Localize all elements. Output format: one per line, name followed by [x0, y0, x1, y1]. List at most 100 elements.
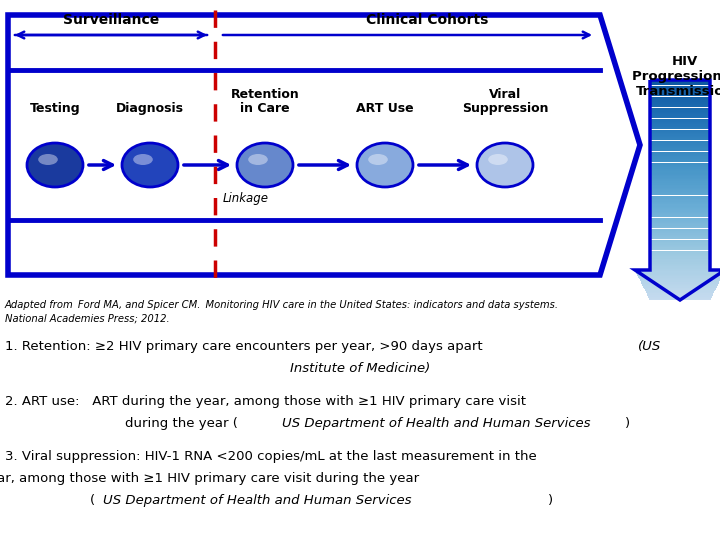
Bar	[650, 82, 710, 83]
Bar	[650, 156, 710, 157]
Bar	[650, 252, 710, 253]
Bar	[650, 99, 710, 100]
Bar	[650, 124, 710, 125]
Bar	[650, 129, 710, 130]
Bar	[650, 188, 710, 189]
Text: National Academies Press; 2012.: National Academies Press; 2012.	[5, 314, 170, 324]
Bar	[650, 203, 710, 204]
Ellipse shape	[237, 143, 293, 187]
Bar	[650, 230, 710, 231]
Bar	[650, 255, 710, 256]
Bar	[650, 147, 710, 148]
Bar	[650, 109, 710, 110]
Bar	[650, 102, 710, 103]
Bar	[650, 197, 710, 198]
Text: US Department of Health and Human Services: US Department of Health and Human Servic…	[103, 494, 412, 507]
Bar	[650, 159, 710, 160]
Bar	[650, 202, 710, 203]
Bar	[650, 191, 710, 192]
Bar	[650, 253, 710, 254]
Text: Clinical Cohorts: Clinical Cohorts	[366, 13, 489, 27]
Bar	[650, 93, 710, 94]
Bar	[650, 100, 710, 101]
Ellipse shape	[488, 154, 508, 165]
Bar	[650, 232, 710, 233]
Bar	[650, 143, 710, 144]
Bar	[650, 240, 710, 241]
Bar	[650, 152, 710, 153]
Bar	[650, 181, 710, 183]
Text: (US: (US	[638, 340, 661, 353]
Bar	[640, 280, 720, 281]
Text: Testing: Testing	[30, 102, 81, 115]
Bar	[650, 214, 710, 215]
Bar	[650, 90, 710, 91]
Bar	[650, 236, 710, 237]
Bar	[650, 174, 710, 176]
Bar	[650, 146, 710, 147]
Text: Retention
in Care: Retention in Care	[230, 88, 300, 115]
Bar	[650, 237, 710, 238]
Bar	[650, 111, 710, 112]
Bar	[650, 269, 710, 271]
Text: Adapted from  Ford MA, and Spicer CM.  Monitoring HIV care in the United States:: Adapted from Ford MA, and Spicer CM. Mon…	[5, 300, 559, 310]
Bar	[650, 198, 710, 199]
Bar	[650, 145, 710, 146]
Bar	[650, 193, 710, 194]
Text: ART Use: ART Use	[356, 102, 414, 115]
Ellipse shape	[477, 143, 533, 187]
Bar	[650, 178, 710, 179]
Ellipse shape	[368, 154, 388, 165]
Bar	[637, 275, 720, 276]
Bar	[650, 219, 710, 220]
Bar	[650, 134, 710, 135]
Bar	[650, 187, 710, 188]
Bar	[650, 207, 710, 208]
Bar	[650, 86, 710, 87]
Bar	[650, 144, 710, 145]
Bar	[650, 165, 710, 166]
Bar	[650, 231, 710, 232]
Polygon shape	[8, 15, 640, 275]
Bar	[650, 208, 710, 210]
Bar	[649, 298, 711, 299]
Bar	[650, 223, 710, 224]
Bar	[650, 241, 710, 242]
Bar	[650, 104, 710, 105]
Text: HIV
Progression &
Transmission: HIV Progression & Transmission	[632, 55, 720, 98]
Bar	[650, 235, 710, 236]
Bar	[650, 84, 710, 85]
Bar	[650, 247, 710, 248]
Bar	[650, 157, 710, 158]
Bar	[650, 117, 710, 118]
Bar	[650, 125, 710, 126]
Bar	[650, 118, 710, 119]
Bar	[650, 89, 710, 90]
Bar	[649, 299, 711, 300]
Bar	[650, 243, 710, 244]
Bar	[650, 228, 710, 230]
Bar	[644, 287, 716, 288]
Bar	[650, 217, 710, 218]
Bar	[650, 226, 710, 227]
Bar	[650, 85, 710, 86]
Bar	[650, 201, 710, 202]
Bar	[650, 225, 710, 226]
Bar	[650, 140, 710, 141]
Bar	[650, 166, 710, 167]
Bar	[650, 158, 710, 159]
Bar	[643, 286, 717, 287]
Bar	[636, 274, 720, 275]
Bar	[646, 291, 714, 292]
Bar	[650, 244, 710, 245]
Bar	[650, 249, 710, 251]
Text: 3. Viral suppression: HIV-1 RNA <200 copies/mL at the last measurement in the: 3. Viral suppression: HIV-1 RNA <200 cop…	[5, 450, 536, 463]
Bar	[639, 277, 720, 278]
Bar	[650, 184, 710, 185]
Bar	[650, 215, 710, 217]
Bar	[650, 265, 710, 266]
Bar	[650, 260, 710, 261]
Bar	[650, 153, 710, 154]
Bar	[650, 136, 710, 137]
Bar	[642, 282, 719, 284]
